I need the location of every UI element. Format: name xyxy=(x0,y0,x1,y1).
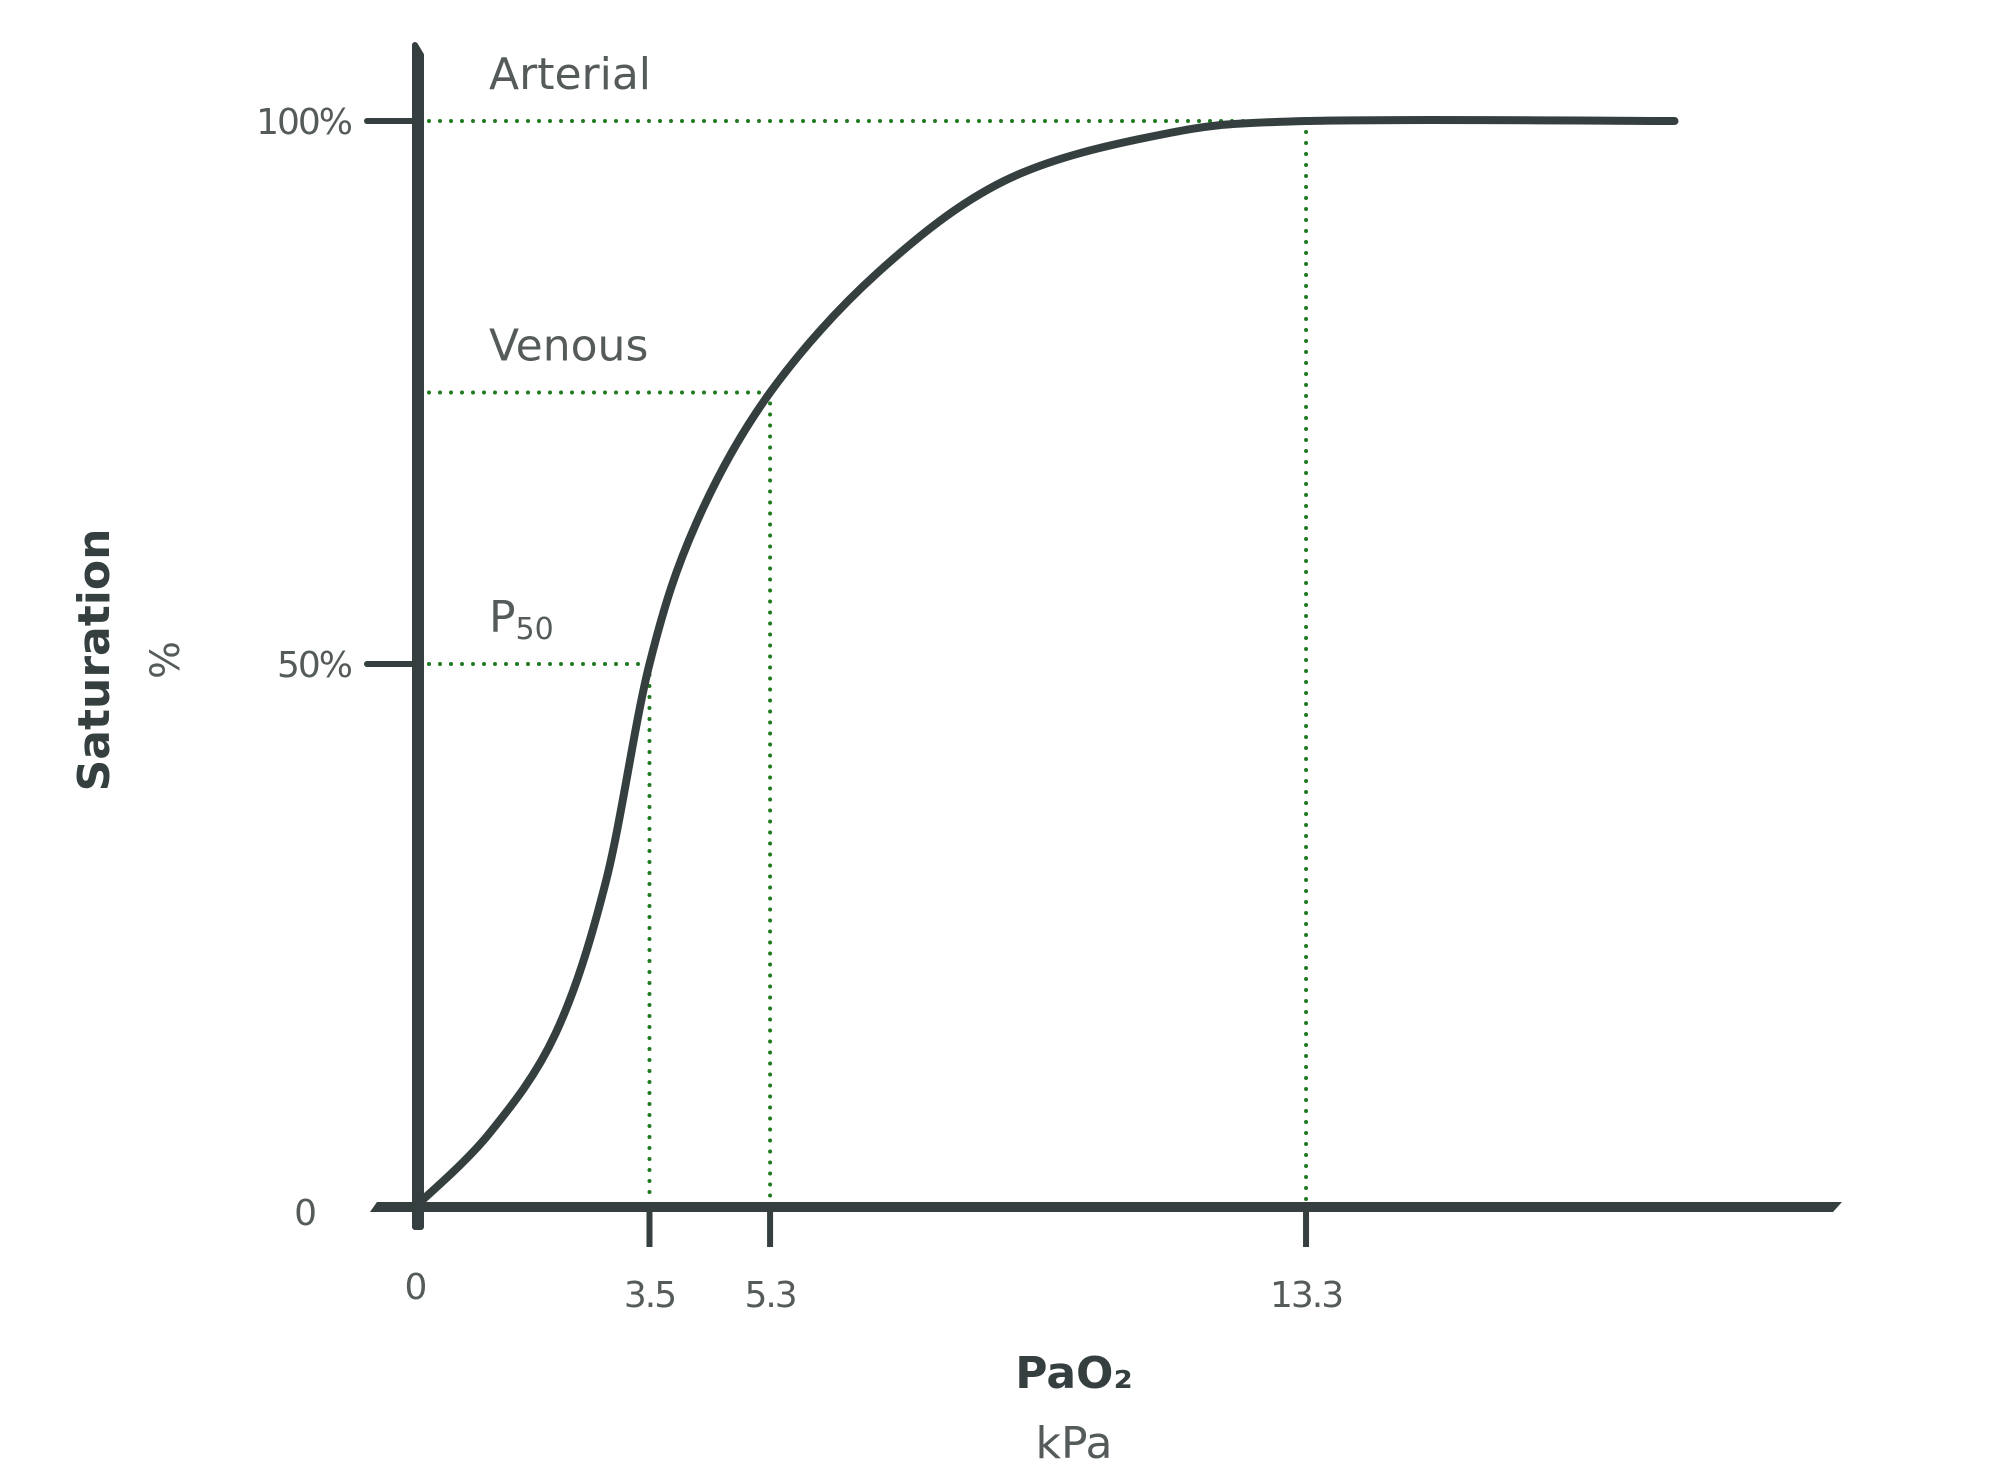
annotation-subscript: 50 xyxy=(516,612,554,647)
x-tick-label: 3.5 xyxy=(624,1275,675,1316)
y-tick-label: 100% xyxy=(256,102,352,143)
curve xyxy=(411,115,1679,1211)
y-axis xyxy=(412,42,424,1230)
y-axis-label: Saturation xyxy=(69,529,120,792)
annotation-label: Venous xyxy=(489,321,648,372)
x-axis-label: PaO₂ xyxy=(1015,1348,1132,1399)
annotation-text: Venous xyxy=(489,321,648,372)
x-tick-label: 0 xyxy=(405,1267,426,1308)
y-axis-unit: % xyxy=(143,641,189,679)
x-axis xyxy=(370,1202,1842,1212)
x-tick-label: 5.3 xyxy=(744,1275,795,1316)
x-tick-label: 13.3 xyxy=(1270,1275,1342,1316)
y-tick-label: 50% xyxy=(277,645,352,686)
annotation-label: Arterial xyxy=(489,49,651,100)
annotation-text: Arterial xyxy=(489,49,651,100)
x-axis-unit: kPa xyxy=(1036,1418,1113,1462)
annotation-text: P xyxy=(489,592,516,643)
annotation-label: P50 xyxy=(489,592,554,647)
y-tick-label: 0 xyxy=(294,1193,315,1234)
